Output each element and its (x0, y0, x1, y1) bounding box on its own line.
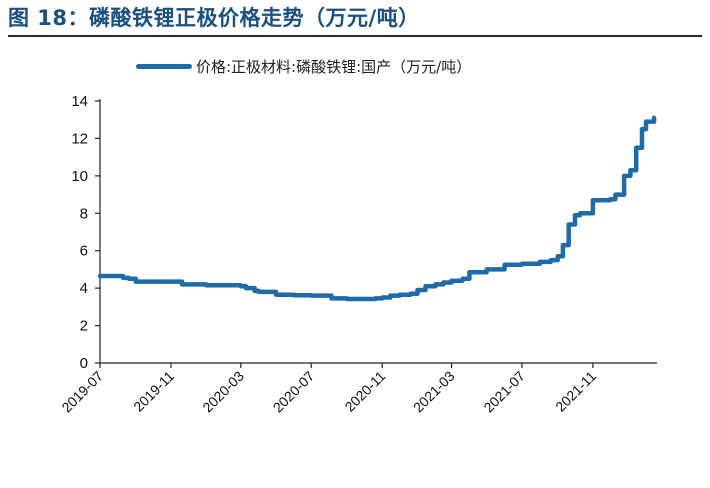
y-tick-label: 14 (71, 93, 88, 110)
chart-legend: 价格:正极材料:磷酸铁锂:国产（万元/吨） (136, 56, 471, 77)
title-divider (8, 35, 702, 37)
figure-title: 图 18：磷酸铁锂正极价格走势（万元/吨） (8, 6, 420, 30)
y-tick-label: 4 (80, 280, 88, 297)
x-tick-label: 2021-07 (480, 368, 528, 416)
y-tick-label: 10 (71, 168, 88, 185)
x-tick-label: 2019-07 (58, 368, 106, 416)
y-tick-label: 8 (80, 205, 88, 222)
series-line-0 (97, 115, 657, 302)
y-tick-label: 0 (80, 355, 88, 372)
x-tick-label: 2020-07 (270, 368, 318, 416)
plot-area (97, 115, 657, 302)
x-tick-label: 2020-03 (199, 368, 247, 416)
y-tick-label: 12 (71, 130, 88, 147)
x-tick-label: 2020-11 (341, 368, 388, 415)
x-tick-label: 2019-11 (130, 368, 177, 415)
legend-label: 价格:正极材料:磷酸铁锂:国产（万元/吨） (196, 58, 472, 76)
y-tick-label: 6 (80, 243, 88, 260)
x-tick-label: 2021-11 (552, 368, 599, 415)
y-tick-label: 2 (80, 318, 88, 335)
y-axis: 0 2 4 6 8 10 12 14 (71, 93, 101, 372)
x-axis: 2019-07 2019-11 2020-03 2020-07 2020-11 2021-… (58, 362, 657, 416)
x-tick-label: 2021-03 (410, 368, 458, 416)
legend-swatch (136, 64, 192, 69)
